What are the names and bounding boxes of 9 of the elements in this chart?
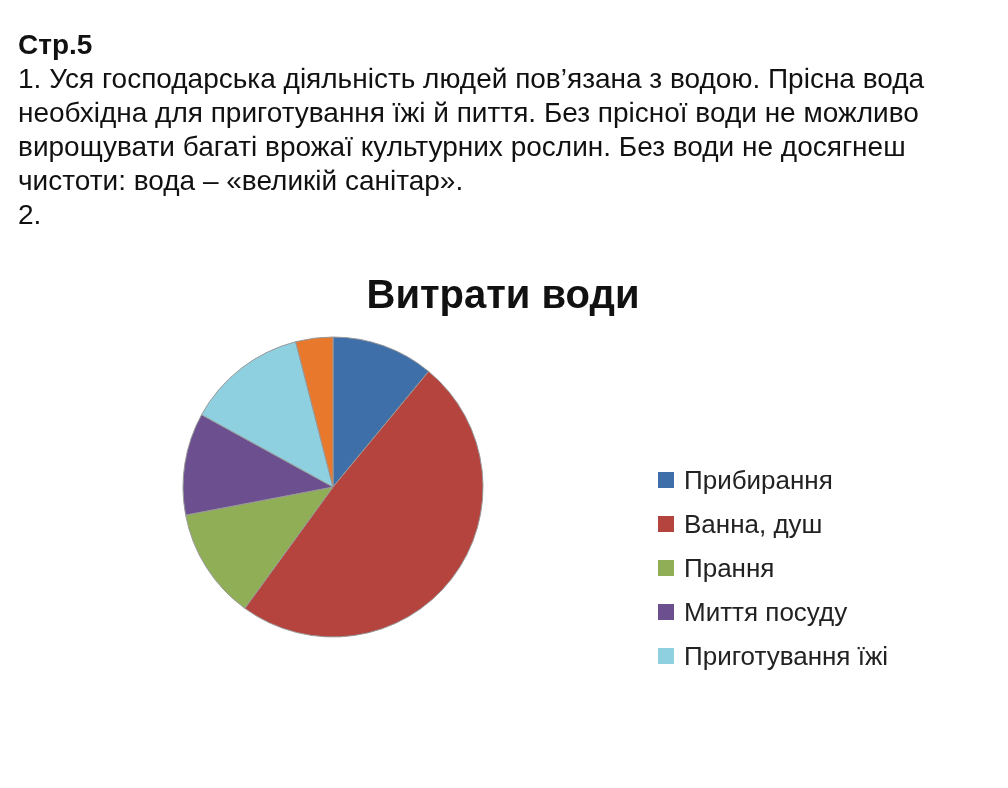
text: 2. — [18, 198, 43, 232]
legend-label: Миття посуду — [684, 596, 848, 629]
text: 1. Уся господарська діяльність людей пов’язана з водою. Прісна вода необхідна для приготування їжі й пиття. Без прісної води не можливо вирощувати багаті врожаї культурних рослин. Без води не досягнеш чистоти: вода – «великій санітар». — [18, 62, 926, 198]
legend-label: Ванна, душ — [684, 508, 823, 541]
chart-title: Витрати води — [365, 272, 641, 317]
text: Стр.5 — [18, 28, 94, 62]
legend-label: Прання — [684, 552, 775, 585]
legend-label: Приготування їжі — [684, 640, 889, 673]
legend-label: Прибирання — [684, 464, 833, 497]
